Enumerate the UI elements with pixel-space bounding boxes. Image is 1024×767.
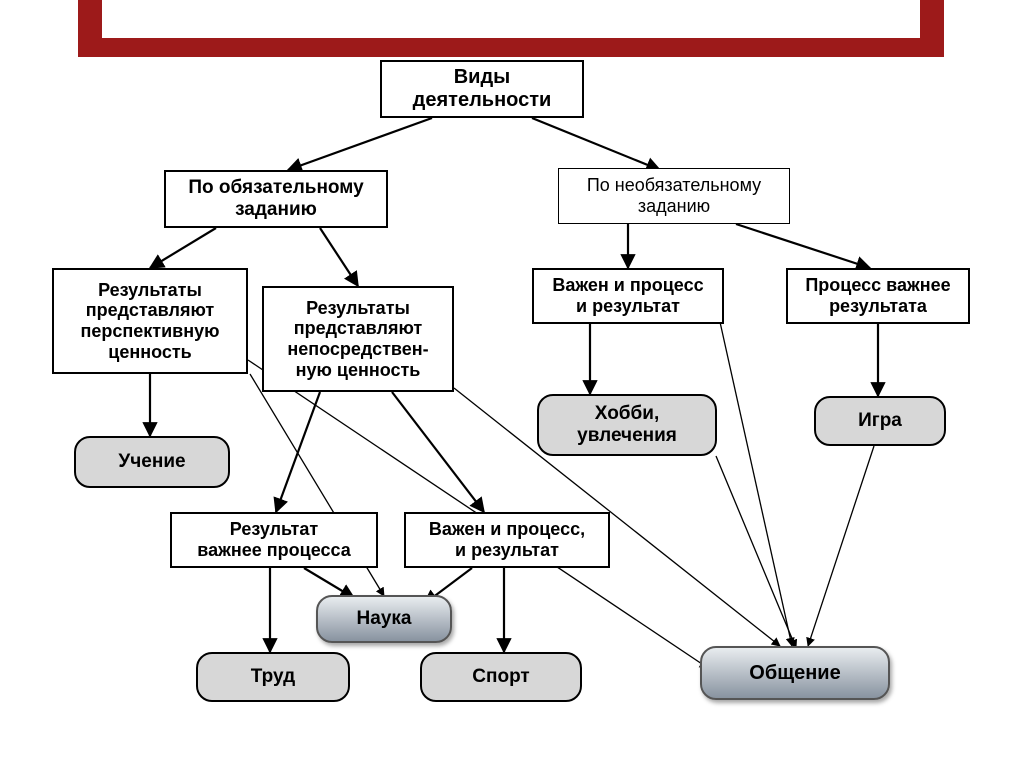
node-label: Важен и процесси результат: [552, 275, 703, 316]
node-label: Наука: [357, 608, 412, 630]
node-label: Спорт: [472, 666, 529, 688]
edge: [304, 568, 354, 598]
node-label: Важен и процесс,и результат: [429, 519, 585, 560]
node-n_oblig: По обязательномузаданию: [164, 170, 388, 228]
diagram-canvas: Видыдеятельности По обязательномузаданию П…: [0, 0, 1024, 767]
node-n_trud: Труд: [196, 652, 350, 702]
node-label: Труд: [251, 666, 295, 688]
node-n_root: Видыдеятельности: [380, 60, 584, 118]
edge: [320, 228, 358, 286]
node-label: Результатыпредставляютнепосредствен-ную …: [287, 298, 428, 381]
node-label: Результатыпредставляютперспективнуюценно…: [81, 280, 220, 363]
node-n_nauka: Наука: [316, 595, 452, 643]
node-n_procres: Процесс важнеерезультата: [786, 268, 970, 324]
node-label: Видыдеятельности: [413, 66, 552, 112]
edge: [276, 392, 320, 512]
node-n_igra: Игра: [814, 396, 946, 446]
node-label: По обязательномузаданию: [188, 177, 363, 221]
node-label: Учение: [118, 451, 185, 473]
node-n_sport: Спорт: [420, 652, 582, 702]
node-n_hobby: Хобби,увлечения: [537, 394, 717, 456]
node-label: Результатважнее процесса: [197, 519, 350, 560]
edge: [736, 224, 870, 268]
edge: [392, 392, 484, 512]
node-n_resproc: Результатважнее процесса: [170, 512, 378, 568]
edge: [716, 456, 796, 648]
node-label: По необязательномузаданию: [587, 175, 761, 216]
edge: [720, 322, 792, 646]
header-inner: [102, 0, 920, 38]
node-label: Игра: [858, 410, 902, 432]
node-n_obshenie: Общение: [700, 646, 890, 700]
node-n_direct: Результатыпредставляютнепосредствен-ную …: [262, 286, 454, 392]
node-n_bothB: Важен и процесс,и результат: [404, 512, 610, 568]
node-n_uchenie: Учение: [74, 436, 230, 488]
node-label: Процесс важнеерезультата: [805, 275, 950, 316]
node-n_nonoblig: По необязательномузаданию: [558, 168, 790, 224]
node-n_bothA: Важен и процесси результат: [532, 268, 724, 324]
edge: [288, 118, 432, 170]
edge: [808, 446, 874, 646]
edge: [150, 228, 216, 268]
node-label: Хобби,увлечения: [577, 403, 677, 447]
node-n_persp: Результатыпредставляютперспективнуюценно…: [52, 268, 248, 374]
node-label: Общение: [749, 662, 840, 685]
edge: [532, 118, 660, 170]
